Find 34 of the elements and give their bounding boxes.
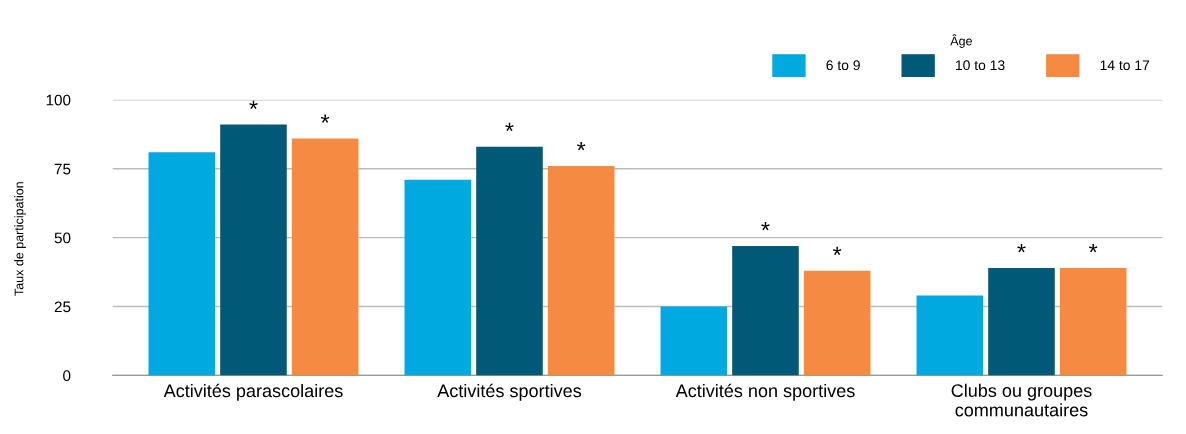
bar — [988, 267, 1055, 376]
legend-label: 6 to 9 — [826, 60, 860, 71]
bar — [291, 138, 359, 376]
y-tick-label: 0 — [63, 370, 71, 382]
bar — [220, 124, 287, 376]
data-label: * — [505, 122, 514, 132]
y-tick-label: 75 — [54, 163, 71, 175]
data-label: * — [1088, 244, 1098, 253]
y-axis-title: Taux de participation — [14, 182, 26, 296]
bar — [148, 152, 216, 376]
data-label: * — [249, 100, 258, 109]
bar — [803, 270, 871, 376]
bar — [916, 295, 984, 376]
legend-title: Âge — [950, 34, 972, 48]
x-tick-label: Activités sportives — [437, 383, 582, 401]
legend-label: 10 to 13 — [956, 60, 1005, 71]
bar — [732, 245, 799, 376]
y-tick-label: 100 — [46, 94, 71, 106]
bar — [547, 165, 615, 376]
y-tick-label: 50 — [54, 232, 71, 244]
data-label: * — [320, 114, 330, 123]
legend-label: 14 to 17 — [1100, 60, 1150, 71]
data-label: * — [576, 142, 586, 151]
bar — [660, 306, 728, 376]
bar — [1059, 267, 1127, 376]
bar — [404, 179, 472, 376]
data-label: * — [1017, 244, 1026, 253]
data-label: * — [761, 221, 770, 231]
x-tick-label: Clubs ou groupes communautaires — [951, 383, 1092, 417]
bar — [476, 146, 543, 376]
x-tick-label: Activités non sportives — [675, 383, 855, 401]
data-label: * — [832, 246, 842, 256]
y-tick-label: 25 — [54, 301, 71, 313]
x-tick-label: Activités parascolaires — [163, 383, 343, 401]
